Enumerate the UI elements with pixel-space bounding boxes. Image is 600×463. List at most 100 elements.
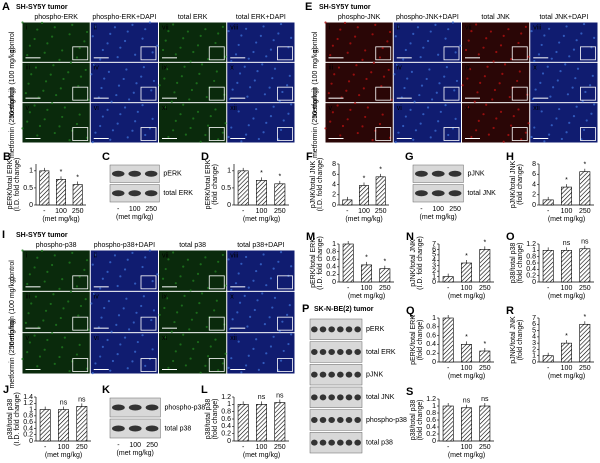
y-axis-label: pJNK/total JNK	[410, 239, 417, 287]
bar	[359, 185, 369, 206]
cell-signal	[240, 34, 243, 37]
cell-signal	[558, 41, 561, 44]
cell-signal	[61, 278, 64, 281]
y-axis-label: (I.D. fold change)	[14, 158, 21, 212]
cell-signal	[364, 115, 367, 119]
cell-signal	[68, 33, 71, 36]
y-tick-label: 0.4	[221, 423, 231, 430]
column-header: total JNK+DAPI	[539, 14, 588, 21]
y-tick-label: 0.2	[221, 431, 231, 438]
cell-signal	[231, 88, 234, 91]
cell-signal	[271, 77, 274, 80]
y-tick-label: 0.8	[426, 324, 436, 331]
cell-signal	[534, 88, 537, 91]
cell-signal	[213, 79, 216, 83]
cell-signal	[565, 25, 568, 28]
y-tick-label: 5	[432, 252, 436, 259]
cell-signal	[243, 65, 246, 68]
cell-signal	[487, 133, 490, 136]
panel-letter: N	[406, 231, 414, 243]
y-tick-label: 0.5	[23, 185, 33, 192]
panel-letter: F	[306, 151, 313, 163]
x-axis-label: (met mg/kg)	[548, 216, 585, 223]
cell-signal	[135, 311, 138, 314]
bar	[274, 402, 286, 442]
panel-letter: S	[406, 386, 413, 398]
cell-signal	[107, 70, 111, 73]
y-tick-label: 6	[332, 171, 336, 178]
panel-numeral: iii	[26, 294, 31, 301]
column-header: phospho-ERK+DAPI	[92, 14, 156, 21]
y-tick-label: 0.2	[526, 273, 536, 280]
micrograph	[393, 62, 461, 103]
cell-signal	[136, 340, 139, 344]
cell-signal	[94, 25, 97, 28]
cell-signal	[378, 122, 382, 126]
cell-signal	[132, 321, 135, 324]
cell-signal	[580, 32, 583, 35]
cell-signal	[524, 131, 527, 134]
cell-signal	[482, 113, 485, 116]
y-axis-label: p38/total p38	[410, 400, 417, 441]
cell-signal	[126, 30, 129, 33]
cell-signal	[406, 77, 409, 80]
x-tick-label: -	[347, 285, 350, 292]
cell-signal	[91, 263, 94, 266]
cell-signal	[447, 28, 450, 31]
cell-signal	[502, 34, 505, 37]
cell-signal	[184, 133, 187, 136]
cell-signal	[55, 323, 58, 327]
significance: ns	[78, 396, 86, 403]
cell-signal	[172, 23, 175, 26]
y-axis-label: pJNK/total JNK	[510, 316, 517, 364]
cell-signal	[213, 309, 216, 312]
cell-signal	[509, 124, 513, 127]
cell-signal	[151, 117, 154, 120]
cell-signal	[214, 338, 217, 341]
cell-signal	[173, 91, 176, 94]
cell-signal	[530, 30, 533, 33]
cell-signal	[240, 371, 243, 374]
inset	[443, 86, 460, 101]
cell-signal	[414, 129, 418, 132]
y-tick-label: 1	[432, 403, 436, 410]
bar	[342, 243, 354, 283]
y-tick-label: 1	[532, 247, 536, 254]
x-tick-label: -	[242, 208, 245, 215]
cell-signal	[361, 58, 364, 61]
cell-signal	[204, 133, 207, 137]
micrograph	[90, 333, 158, 374]
cell-signal	[253, 308, 256, 312]
panel-numeral: xii	[230, 105, 237, 112]
cell-signal	[345, 89, 348, 92]
blot-band	[319, 371, 327, 378]
cell-signal	[49, 302, 52, 306]
row-label: control	[9, 31, 16, 52]
inset	[72, 127, 89, 141]
x-axis-label: (met mg/kg)	[448, 373, 485, 380]
panel-numeral: ix	[465, 65, 471, 72]
cell-signal	[278, 100, 281, 103]
panel-numeral: vii	[465, 24, 472, 31]
panel-numeral: vi	[94, 335, 100, 342]
panel-letter: A	[2, 1, 10, 13]
cell-signal	[27, 82, 30, 85]
cell-signal	[188, 328, 191, 331]
cell-signal	[371, 33, 374, 36]
cell-signal	[21, 21, 24, 24]
cell-signal	[455, 79, 459, 83]
y-tick-label: 0	[532, 202, 536, 209]
x-tick-label: 100	[461, 365, 473, 372]
panel-numeral: iii	[26, 65, 31, 72]
cell-signal	[62, 307, 65, 310]
cell-signal	[539, 81, 542, 84]
cell-signal	[30, 73, 33, 76]
y-tick-label: 0	[432, 359, 436, 366]
micrograph	[90, 103, 158, 143]
cell-signal	[107, 300, 111, 303]
blot-band	[337, 439, 344, 446]
cell-signal	[61, 49, 64, 52]
cell-signal	[111, 359, 115, 363]
blot-band	[354, 394, 361, 401]
cell-signal	[217, 260, 220, 263]
